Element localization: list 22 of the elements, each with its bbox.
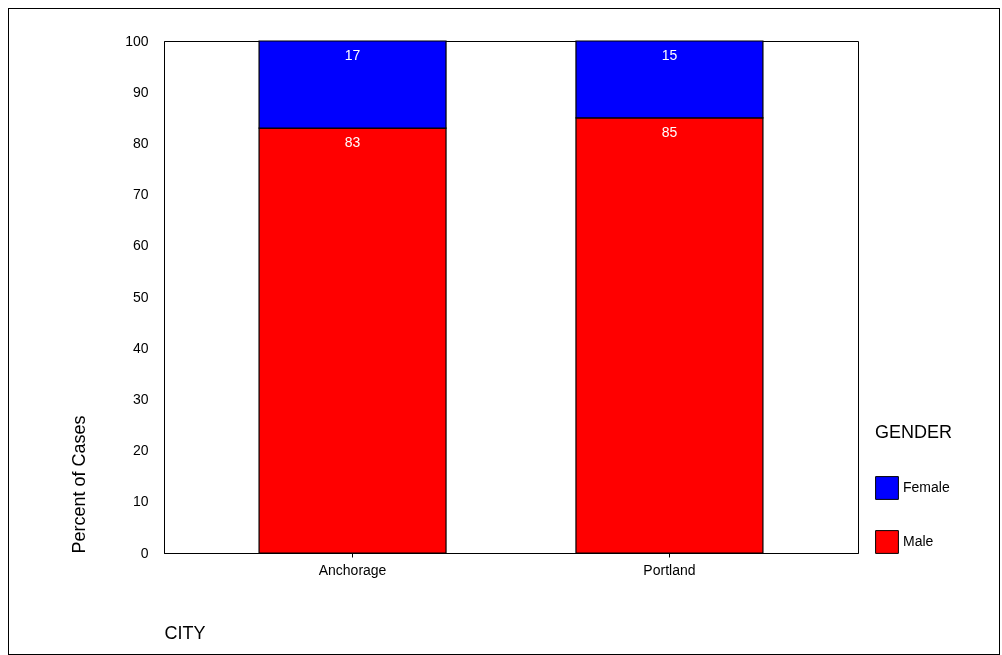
data-label: 15 [661,47,678,63]
y-tick-label: 80 [132,134,149,151]
y-tick-label: 40 [132,339,149,356]
y-tick-label: 0 [140,544,149,561]
data-label: 85 [661,123,678,140]
y-tick-label: 70 [132,186,149,203]
x-tick-label: Portland [643,561,696,578]
y-tick-label: 50 [132,288,149,305]
y-tick-label: 90 [132,83,149,100]
x-tick-label: Anchorage [318,561,387,578]
x-axis-title: CITY [164,622,206,643]
y-tick-label: 60 [132,237,149,254]
y-tick-label: 100 [125,32,149,49]
legend-label: Female [903,479,950,495]
data-label: 17 [344,47,361,63]
legend-title: GENDER [875,422,953,442]
legend-label: Male [903,533,934,549]
y-tick-label: 20 [132,442,149,459]
y-tick-label: 10 [132,493,149,510]
data-label: 83 [344,134,361,151]
y-axis-title: Percent of Cases [68,415,89,554]
y-tick-label: 30 [132,390,149,407]
